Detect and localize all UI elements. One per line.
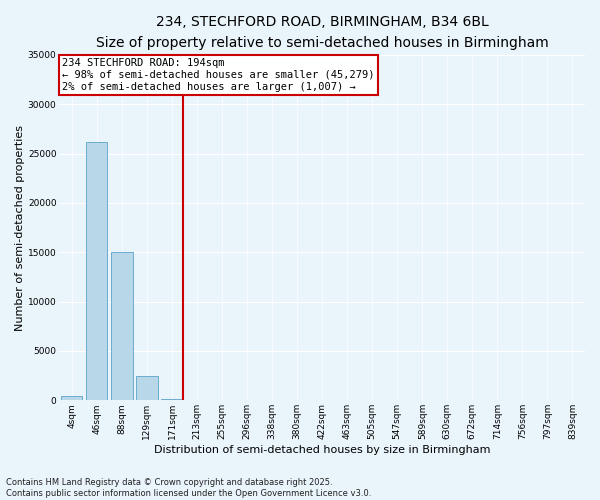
Y-axis label: Number of semi-detached properties: Number of semi-detached properties (15, 124, 25, 330)
Bar (136, 376, 158, 400)
Bar (111, 252, 133, 400)
Bar (61, 396, 82, 400)
X-axis label: Distribution of semi-detached houses by size in Birmingham: Distribution of semi-detached houses by … (154, 445, 490, 455)
Text: 234 STECHFORD ROAD: 194sqm
← 98% of semi-detached houses are smaller (45,279)
2%: 234 STECHFORD ROAD: 194sqm ← 98% of semi… (62, 58, 374, 92)
Bar (161, 398, 182, 400)
Title: 234, STECHFORD ROAD, BIRMINGHAM, B34 6BL
Size of property relative to semi-detac: 234, STECHFORD ROAD, BIRMINGHAM, B34 6BL… (96, 15, 548, 50)
Bar (86, 142, 107, 401)
Text: Contains HM Land Registry data © Crown copyright and database right 2025.
Contai: Contains HM Land Registry data © Crown c… (6, 478, 371, 498)
